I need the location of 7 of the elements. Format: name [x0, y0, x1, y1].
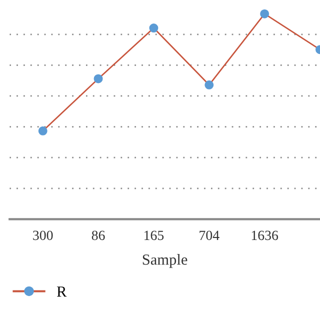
x-tick-label: 165: [144, 230, 164, 240]
legend-label: R: [56, 286, 67, 297]
x-tick-label: 704: [200, 230, 220, 240]
x-tick-label: 86: [92, 230, 105, 240]
x-axis-title: Sample: [142, 254, 188, 268]
x-tick-label: 300: [33, 230, 53, 240]
x-tick-label: 1636: [252, 230, 278, 240]
